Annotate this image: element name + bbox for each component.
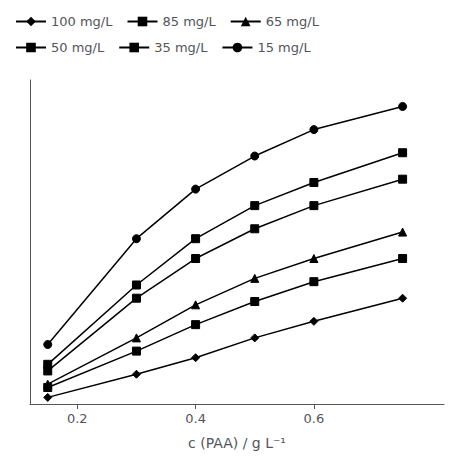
svg-text:0.6: 0.6 (304, 411, 325, 426)
svg-text:0.4: 0.4 (185, 411, 206, 426)
svg-text:65 mg/L: 65 mg/L (266, 14, 320, 29)
svg-text:85 mg/L: 85 mg/L (162, 14, 216, 29)
svg-text:15 mg/L: 15 mg/L (257, 40, 311, 55)
svg-text:35 mg/L: 35 mg/L (154, 40, 208, 55)
svg-text:100 mg/L: 100 mg/L (51, 14, 113, 29)
svg-text:c (PAA) / g L⁻¹: c (PAA) / g L⁻¹ (188, 435, 286, 451)
svg-text:50 mg/L: 50 mg/L (51, 40, 105, 55)
svg-text:0.2: 0.2 (67, 411, 88, 426)
